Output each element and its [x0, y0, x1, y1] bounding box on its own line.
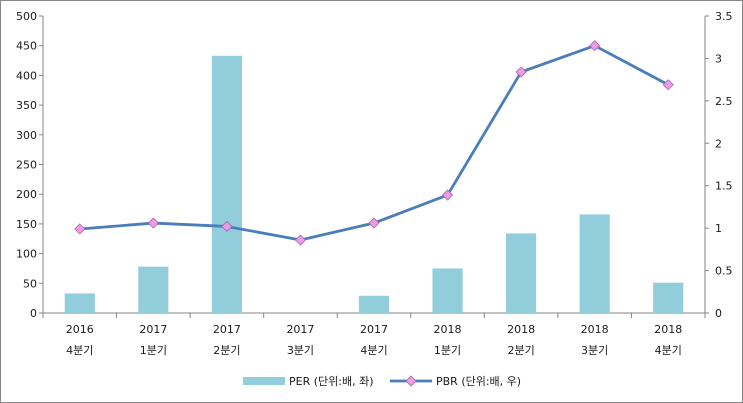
- per-bar: [506, 233, 537, 313]
- x-tick-label-quarter: 2분기: [507, 344, 534, 357]
- per-bar: [64, 293, 95, 313]
- y-right-tick-label: 0: [715, 307, 722, 320]
- pbr-line: [79, 44, 669, 242]
- x-tick-label-quarter: 3분기: [581, 344, 608, 357]
- x-tick-label-year: 2018: [654, 323, 682, 336]
- x-tick-label-year: 2018: [507, 323, 535, 336]
- x-tick-label-year: 2016: [66, 323, 94, 336]
- pbr-point: [662, 79, 674, 91]
- per-bar: [653, 282, 684, 313]
- y-left-tick-label: 350: [16, 99, 37, 112]
- x-tick-label-year: 2017: [139, 323, 167, 336]
- y-left-tick-label: 0: [30, 307, 37, 320]
- x-tick-label-quarter: 4분기: [360, 344, 387, 357]
- y-right-tick-label: 1.5: [715, 180, 733, 193]
- y-left-tick-label: 50: [23, 277, 37, 290]
- pbr-point: [368, 217, 380, 229]
- x-tick-label-year: 2018: [581, 323, 609, 336]
- y-right-tick-label: 3: [715, 52, 722, 65]
- per-bar: [432, 268, 463, 313]
- x-tick-label-quarter: 1분기: [140, 344, 167, 357]
- y-right-tick-label: 0.5: [715, 265, 733, 278]
- x-tick-label-year: 2017: [213, 323, 241, 336]
- y-right-tick-label: 2: [715, 137, 722, 150]
- x-tick-label-quarter: 4분기: [655, 344, 682, 357]
- pbr-point: [589, 40, 601, 52]
- x-tick-label-quarter: 3분기: [287, 344, 314, 357]
- y-left-tick-label: 300: [16, 129, 37, 142]
- x-tick-label-quarter: 1분기: [434, 344, 461, 357]
- per-bar: [579, 214, 610, 313]
- y-left-tick-label: 450: [16, 40, 37, 53]
- y-right-tick-label: 1: [715, 222, 722, 235]
- per-bar: [358, 295, 390, 313]
- x-tick-label-quarter: 4분기: [66, 344, 93, 357]
- per-bar: [138, 266, 169, 313]
- legend-per-label: PER (단위:배, 좌): [289, 375, 374, 388]
- y-left-tick-label: 200: [16, 188, 37, 201]
- pbr-point: [74, 223, 86, 235]
- x-tick-label-year: 2017: [286, 323, 314, 336]
- legend-pbr-label: PBR (단위:배, 우): [436, 375, 521, 388]
- x-tick-label-quarter: 2분기: [213, 344, 240, 357]
- pbr-point: [147, 217, 159, 229]
- pbr-point: [221, 220, 233, 233]
- y-right-tick-label: 2.5: [715, 95, 733, 108]
- legend-pbr-swatch-marker: [405, 375, 417, 387]
- y-right-tick-label: 3.5: [715, 10, 733, 23]
- y-left-tick-label: 500: [16, 10, 37, 23]
- y-left-tick-label: 150: [16, 218, 37, 231]
- x-tick-label-year: 2017: [360, 323, 388, 336]
- y-left-tick-label: 250: [16, 159, 37, 172]
- x-tick-label-year: 2018: [434, 323, 462, 336]
- pbr-point: [515, 66, 527, 78]
- y-left-tick-label: 100: [16, 248, 37, 261]
- per-bar: [211, 55, 242, 313]
- legend-per-swatch: [243, 377, 285, 385]
- pbr-point: [294, 234, 307, 246]
- y-left-tick-label: 400: [16, 69, 37, 82]
- pbr-point: [441, 189, 454, 201]
